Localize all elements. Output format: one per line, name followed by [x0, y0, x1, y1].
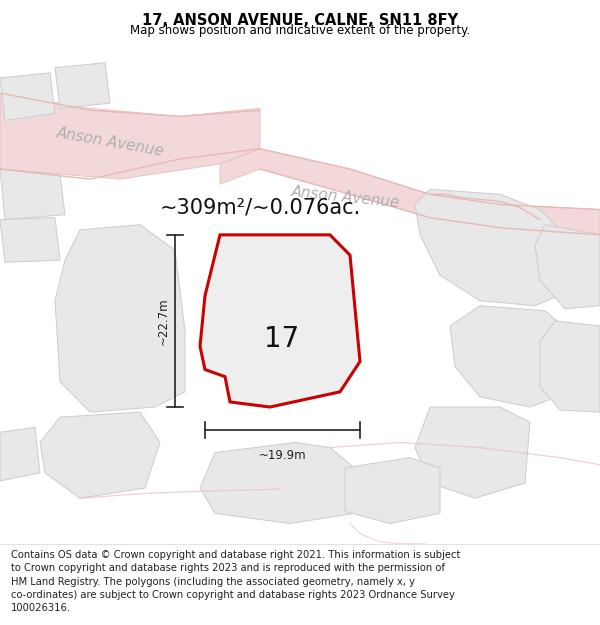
Polygon shape: [415, 407, 530, 498]
Text: Map shows position and indicative extent of the property.: Map shows position and indicative extent…: [130, 24, 470, 37]
Polygon shape: [0, 93, 260, 179]
Polygon shape: [0, 73, 55, 121]
Text: ~22.7m: ~22.7m: [157, 297, 170, 345]
Polygon shape: [200, 235, 360, 407]
Polygon shape: [40, 412, 160, 498]
Polygon shape: [535, 225, 600, 309]
Polygon shape: [55, 62, 110, 108]
Text: ~309m²/~0.076ac.: ~309m²/~0.076ac.: [160, 198, 361, 217]
Polygon shape: [200, 442, 360, 524]
Polygon shape: [345, 458, 440, 524]
Polygon shape: [450, 306, 575, 407]
Polygon shape: [55, 225, 185, 412]
Polygon shape: [220, 149, 600, 235]
Polygon shape: [415, 189, 575, 306]
Text: Anson Avenue: Anson Avenue: [290, 184, 400, 211]
Text: 17: 17: [264, 325, 299, 353]
Text: Contains OS data © Crown copyright and database right 2021. This information is : Contains OS data © Crown copyright and d…: [11, 550, 460, 613]
Text: Anson Avenue: Anson Avenue: [55, 125, 165, 159]
Polygon shape: [540, 321, 600, 412]
Polygon shape: [0, 217, 60, 262]
Text: 17, ANSON AVENUE, CALNE, SN11 8FY: 17, ANSON AVENUE, CALNE, SN11 8FY: [142, 13, 458, 28]
Polygon shape: [0, 428, 40, 481]
Polygon shape: [0, 169, 65, 219]
Text: ~19.9m: ~19.9m: [259, 449, 307, 461]
